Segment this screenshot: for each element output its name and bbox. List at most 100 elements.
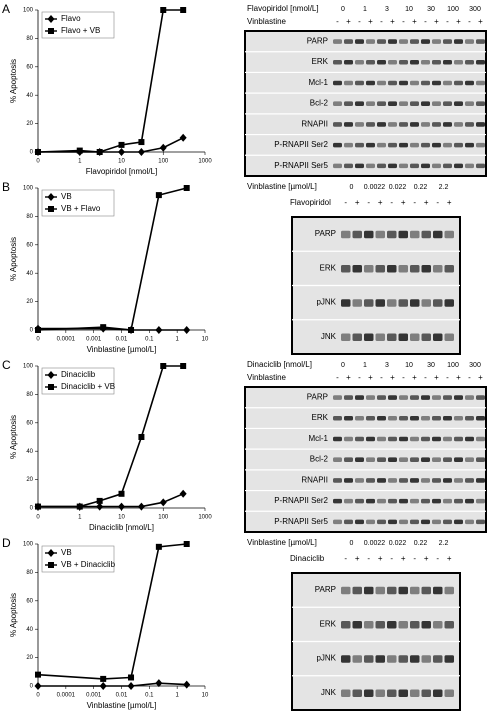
band xyxy=(399,416,408,421)
band xyxy=(355,416,364,421)
y-tick-label: 40 xyxy=(26,627,33,633)
band xyxy=(410,519,419,525)
band xyxy=(443,80,452,86)
band xyxy=(476,142,485,148)
band xyxy=(421,498,430,504)
dose-label: 0.022 xyxy=(389,184,407,191)
band xyxy=(432,478,441,483)
band xyxy=(388,436,397,442)
band xyxy=(421,395,430,400)
y-tick-label: 60 xyxy=(26,64,33,70)
marker xyxy=(100,324,107,331)
band xyxy=(352,299,362,307)
dose-label: 0.0022 xyxy=(364,540,386,547)
band xyxy=(454,122,463,127)
marker xyxy=(159,143,167,152)
band xyxy=(432,498,441,504)
marker xyxy=(138,434,145,440)
dose-label: 2.2 xyxy=(439,540,449,547)
x-tick-label: 0.0001 xyxy=(57,337,76,343)
treatment-sign: - xyxy=(358,17,361,26)
x-tick-label: 10 xyxy=(202,693,209,699)
band xyxy=(333,498,342,504)
band xyxy=(377,457,386,462)
band xyxy=(410,230,420,239)
marker xyxy=(118,148,125,156)
treatment-sign: + xyxy=(355,198,360,207)
band xyxy=(388,163,397,169)
band xyxy=(388,498,397,504)
band xyxy=(344,519,353,525)
treatment-sign: - xyxy=(336,17,339,26)
marker xyxy=(183,541,190,547)
x-tick-label: 100 xyxy=(158,515,169,521)
band xyxy=(355,519,364,525)
band xyxy=(341,230,351,239)
band xyxy=(476,519,485,525)
marker xyxy=(48,28,54,34)
band xyxy=(352,586,362,595)
dose-label: 0.22 xyxy=(414,540,428,547)
band xyxy=(341,620,351,629)
marker xyxy=(118,490,125,497)
band xyxy=(344,142,353,148)
marker xyxy=(35,327,41,333)
x-tick-label: 1 xyxy=(78,515,82,521)
marker xyxy=(35,503,41,510)
dose-label: 30 xyxy=(427,6,435,13)
band xyxy=(388,39,397,44)
band xyxy=(433,689,443,697)
band xyxy=(333,39,342,44)
band xyxy=(444,655,454,663)
band xyxy=(398,620,408,629)
band xyxy=(344,416,353,421)
band xyxy=(398,299,408,307)
band xyxy=(375,264,385,273)
band xyxy=(352,689,362,697)
y-tick-label: 20 xyxy=(26,477,33,483)
protein-label: P-RNAPII Ser2 xyxy=(274,496,328,505)
y-tick-label: 80 xyxy=(26,214,33,220)
treatment-sign: + xyxy=(368,17,373,26)
marker xyxy=(183,326,191,334)
y-tick-label: 40 xyxy=(26,93,33,99)
treatment-sign: - xyxy=(424,17,427,26)
protein-label: P-RNAPII Ser2 xyxy=(274,140,328,149)
band xyxy=(465,416,474,421)
band xyxy=(465,395,474,400)
treatment-sign: - xyxy=(413,554,416,563)
marker xyxy=(183,185,190,191)
band xyxy=(333,101,342,106)
band xyxy=(443,122,452,127)
y-tick-label: 80 xyxy=(26,570,33,576)
band xyxy=(410,586,420,595)
marker xyxy=(160,7,167,13)
band xyxy=(333,163,342,169)
treatment-sign: - xyxy=(468,17,471,26)
x-tick-label: 0 xyxy=(36,515,40,521)
band xyxy=(476,101,485,106)
band xyxy=(355,101,364,106)
band xyxy=(366,478,375,483)
band xyxy=(444,333,454,341)
band xyxy=(366,60,375,65)
band xyxy=(344,457,353,462)
legend-label: VB + Flavo xyxy=(61,204,101,213)
x-axis-label: Flavopiridol [nmol/L] xyxy=(86,167,158,176)
protein-label: RNAPII xyxy=(301,475,328,484)
band xyxy=(364,299,374,307)
band xyxy=(375,299,385,307)
band xyxy=(364,620,374,629)
band xyxy=(443,478,452,483)
protein-label: Mcl-1 xyxy=(308,78,328,87)
band xyxy=(333,395,342,400)
band xyxy=(333,122,342,127)
band xyxy=(377,122,386,127)
band xyxy=(454,416,463,421)
treatment-sign: + xyxy=(434,17,439,26)
dose-label: 10 xyxy=(405,6,413,13)
band xyxy=(344,498,353,504)
y-tick-label: 40 xyxy=(26,449,33,455)
band xyxy=(344,478,353,483)
band xyxy=(388,519,397,525)
